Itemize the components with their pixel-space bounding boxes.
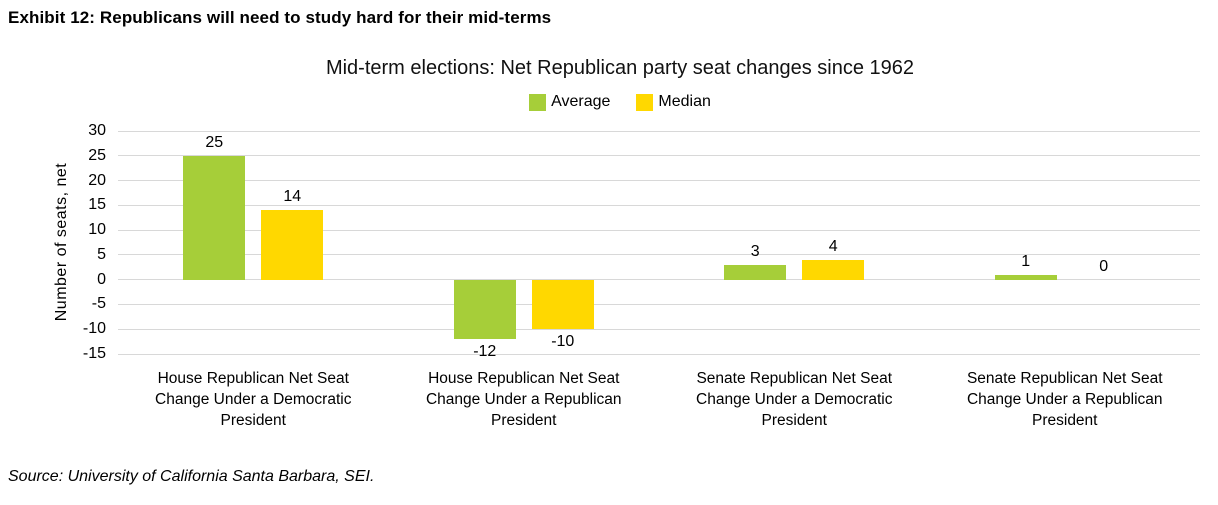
y-tick-label: 25: [88, 146, 106, 164]
y-tick-label: 10: [88, 221, 106, 239]
legend-label: Median: [658, 93, 711, 110]
category-label: House Republican Net Seat Change Under a…: [155, 370, 352, 429]
bar-median-group-3: [802, 259, 865, 280]
chart-legend: Average Median: [0, 93, 1218, 111]
bar-median-group-1: [261, 210, 324, 280]
legend-swatch-icon: [529, 93, 547, 111]
legend-swatch-icon: [636, 93, 654, 111]
bar-value-label: -10: [551, 333, 575, 351]
gridline: [118, 229, 1200, 231]
category-label: Senate Republican Net Seat Change Under …: [966, 370, 1163, 429]
gridline: [118, 279, 1200, 281]
bar-median-group-2: [531, 279, 594, 330]
gridline: [118, 328, 1200, 330]
bar-value-label: 0: [1099, 257, 1109, 275]
gridline: [118, 353, 1200, 355]
gridline: [118, 130, 1200, 132]
exhibit-title: Exhibit 12: Republicans will need to stu…: [8, 8, 552, 27]
gridline: [118, 204, 1200, 206]
plot-area: 25 14 -12 -10 3 4 1 0: [118, 130, 1200, 360]
y-tick-label: -10: [82, 320, 106, 338]
bar-value-label: -12: [473, 343, 497, 361]
bar-value-label: 14: [283, 188, 302, 206]
x-axis-category-labels: House Republican Net Seat Change Under a…: [118, 354, 1200, 444]
bar-average-group-3: [724, 264, 787, 280]
bar-value-label: 25: [205, 133, 224, 151]
legend-label: Average: [551, 93, 611, 110]
bar-value-label: 1: [1021, 252, 1031, 270]
legend-item-median: Median: [636, 93, 711, 111]
y-tick-label: -15: [82, 345, 106, 362]
y-tick-label: 15: [88, 196, 106, 214]
y-tick-label: 30: [88, 122, 106, 139]
category-label: House Republican Net Seat Change Under a…: [425, 370, 622, 429]
category-label: Senate Republican Net Seat Change Under …: [696, 370, 893, 429]
bar-average-group-4: [994, 274, 1057, 280]
y-tick-label: 5: [97, 245, 106, 263]
gridline: [118, 155, 1200, 157]
source-note: Source: University of California Santa B…: [8, 468, 375, 485]
bar-value-label: 4: [828, 237, 838, 255]
bar-value-label: 3: [750, 242, 760, 260]
gridline: [118, 180, 1200, 182]
bar-average-group-1: [183, 155, 246, 280]
y-tick-label: 0: [97, 270, 106, 288]
legend-item-average: Average: [529, 93, 610, 111]
y-tick-label: 20: [88, 171, 106, 189]
chart-title: Mid-term elections: Net Republican party…: [325, 57, 915, 79]
y-tick-label: -5: [91, 295, 106, 313]
bar-average-group-2: [453, 279, 516, 340]
gridline: [118, 254, 1200, 256]
y-axis-ticks: 30 25 20 15 10 5 0 -5 -10 -15: [58, 122, 106, 362]
gridline: [118, 303, 1200, 305]
